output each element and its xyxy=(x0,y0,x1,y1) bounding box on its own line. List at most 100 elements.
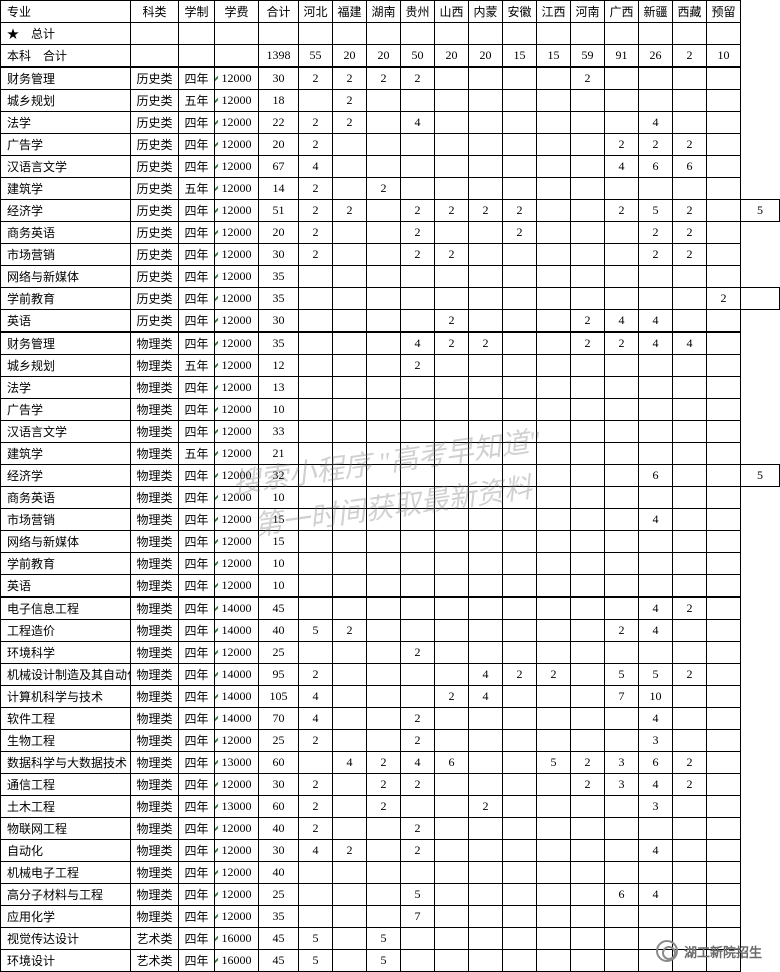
data-cell xyxy=(333,686,367,708)
major-cell: 法学 xyxy=(1,112,131,134)
data-cell xyxy=(707,377,741,399)
data-cell xyxy=(469,222,503,244)
data-cell: 2 xyxy=(367,796,401,818)
table-row: 英语物理类四年1200010 xyxy=(1,575,780,598)
data-cell: 4 xyxy=(299,840,333,862)
data-cell xyxy=(435,664,469,686)
data-cell: 15 xyxy=(259,509,299,531)
data-cell xyxy=(367,310,401,333)
data-cell xyxy=(571,818,605,840)
data-cell xyxy=(639,377,673,399)
data-cell xyxy=(469,465,503,487)
major-cell: 广告学 xyxy=(1,399,131,421)
data-cell: 2 xyxy=(333,90,367,112)
data-cell xyxy=(299,862,333,884)
data-cell xyxy=(435,884,469,906)
column-header: 河北 xyxy=(299,1,333,23)
data-cell xyxy=(367,266,401,288)
data-cell xyxy=(605,421,639,443)
data-cell: 12000 xyxy=(215,200,259,222)
data-cell: 14000 xyxy=(215,708,259,730)
data-cell xyxy=(673,421,707,443)
data-cell xyxy=(503,818,537,840)
data-cell xyxy=(639,67,673,90)
data-cell xyxy=(333,553,367,575)
data-cell xyxy=(673,377,707,399)
data-cell: 13000 xyxy=(215,796,259,818)
data-cell: 6 xyxy=(673,156,707,178)
data-cell xyxy=(469,575,503,598)
data-cell xyxy=(605,928,639,950)
column-header: 西藏 xyxy=(673,1,707,23)
data-cell: 30 xyxy=(259,67,299,90)
data-cell xyxy=(707,310,741,333)
data-cell xyxy=(571,355,605,377)
data-cell xyxy=(571,266,605,288)
data-cell xyxy=(537,774,571,796)
data-cell: 2 xyxy=(401,244,435,266)
data-cell xyxy=(401,620,435,642)
data-cell xyxy=(435,421,469,443)
data-cell xyxy=(299,90,333,112)
data-cell: 2 xyxy=(401,840,435,862)
data-cell: 2 xyxy=(639,244,673,266)
data-cell: 2 xyxy=(673,244,707,266)
data-cell: 四年 xyxy=(179,156,215,178)
data-cell xyxy=(299,443,333,465)
data-cell xyxy=(503,597,537,620)
data-cell: 物理类 xyxy=(131,906,179,928)
data-cell xyxy=(537,928,571,950)
data-cell xyxy=(673,67,707,90)
data-cell xyxy=(503,862,537,884)
data-cell xyxy=(503,928,537,950)
major-cell: 环境科学 xyxy=(1,642,131,664)
data-cell xyxy=(469,950,503,972)
data-cell: 2 xyxy=(299,67,333,90)
data-cell xyxy=(605,244,639,266)
data-cell xyxy=(401,134,435,156)
data-cell: 2 xyxy=(299,730,333,752)
data-cell xyxy=(503,67,537,90)
data-cell: 4 xyxy=(639,597,673,620)
data-cell: 四年 xyxy=(179,774,215,796)
data-cell: 四年 xyxy=(179,928,215,950)
table-row: 网络与新媒体历史类四年1200035 xyxy=(1,266,780,288)
major-cell: 广告学 xyxy=(1,134,131,156)
data-cell: 2 xyxy=(469,332,503,355)
data-cell xyxy=(707,465,741,487)
major-cell: 视觉传达设计 xyxy=(1,928,131,950)
data-cell xyxy=(707,664,741,686)
data-cell: 4 xyxy=(401,112,435,134)
data-cell: 60 xyxy=(259,796,299,818)
data-cell xyxy=(469,884,503,906)
data-cell: 物理类 xyxy=(131,884,179,906)
table-row: 机械电子工程物理类四年1200040 xyxy=(1,862,780,884)
data-cell xyxy=(435,774,469,796)
data-cell xyxy=(179,45,215,68)
data-cell: 2 xyxy=(673,752,707,774)
data-cell xyxy=(503,399,537,421)
data-cell: 四年 xyxy=(179,421,215,443)
data-cell: 四年 xyxy=(179,818,215,840)
data-cell: 4 xyxy=(639,332,673,355)
data-cell xyxy=(605,23,639,45)
data-cell xyxy=(435,796,469,818)
data-cell: 4 xyxy=(639,310,673,333)
data-cell: 6 xyxy=(639,156,673,178)
data-cell: 4 xyxy=(469,686,503,708)
data-cell xyxy=(673,288,707,310)
data-cell: 2 xyxy=(401,818,435,840)
data-cell: 2 xyxy=(401,730,435,752)
data-cell xyxy=(571,862,605,884)
column-header: 贵州 xyxy=(401,1,435,23)
data-cell xyxy=(605,487,639,509)
data-cell xyxy=(537,421,571,443)
data-cell xyxy=(469,642,503,664)
data-cell xyxy=(571,178,605,200)
data-cell xyxy=(673,796,707,818)
data-cell xyxy=(707,752,741,774)
major-cell: 生物工程 xyxy=(1,730,131,752)
table-row: 商务英语物理类四年1200010 xyxy=(1,487,780,509)
data-cell xyxy=(707,443,741,465)
table-row: 法学历史类四年12000222244 xyxy=(1,112,780,134)
